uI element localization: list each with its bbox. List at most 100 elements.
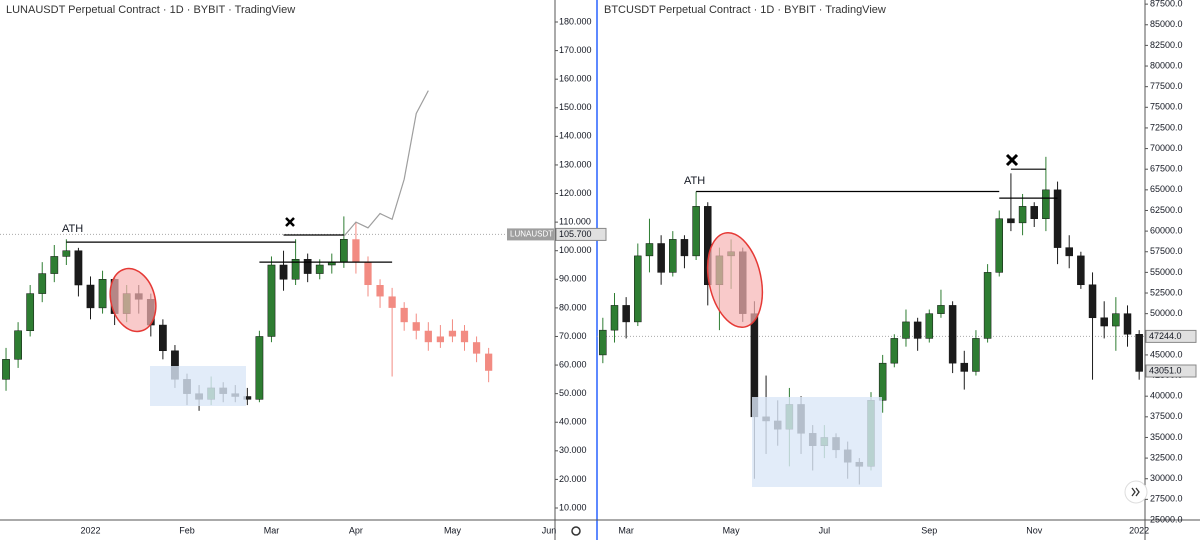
y-tick-label: 75000.0 <box>1150 102 1183 112</box>
candle-body <box>948 305 957 364</box>
y-tick-label: 20.000 <box>559 474 587 484</box>
annotation: ATH <box>684 175 705 187</box>
y-tick-label: 70000.0 <box>1150 143 1183 153</box>
candle-body <box>599 329 607 356</box>
candle-body <box>1030 206 1038 219</box>
y-tick-label: 65000.0 <box>1150 184 1183 194</box>
y-tick-label: 180.000 <box>559 16 592 26</box>
range-box <box>752 397 882 487</box>
symbol-label-box <box>507 228 554 241</box>
x-tick-label: Sep <box>921 525 937 535</box>
y-tick-label: 120.000 <box>559 188 592 198</box>
candle-body <box>460 330 469 343</box>
candle-body <box>412 322 420 331</box>
candle-body <box>634 255 642 323</box>
candle-body <box>680 239 689 257</box>
annotation: ATH <box>62 223 83 235</box>
candle-body <box>376 285 384 297</box>
candle-body <box>339 239 348 263</box>
chart-title: LUNAUSDT Perpetual Contract · 1D · BYBIT… <box>6 4 295 16</box>
candle-body <box>669 239 677 273</box>
candle-body <box>279 264 288 280</box>
candle-body <box>622 305 630 323</box>
scroll-button[interactable] <box>1124 480 1148 504</box>
y-tick-label: 140.000 <box>559 131 592 141</box>
candle-body <box>1112 313 1120 327</box>
candle-body <box>995 218 1004 273</box>
y-tick-label: 57500.0 <box>1150 246 1183 256</box>
candle-body <box>692 206 700 257</box>
candle-body <box>26 293 35 332</box>
candle-body <box>1007 218 1015 224</box>
projection-line <box>343 90 429 237</box>
x-tick-label: Mar <box>618 525 634 535</box>
x-tick-label: Jun <box>542 525 557 535</box>
y-tick-label: 52500.0 <box>1150 287 1183 297</box>
y-tick-label: 150.000 <box>559 102 592 112</box>
price-label-box <box>555 227 607 241</box>
candle-body <box>1077 255 1085 286</box>
candle-body <box>913 321 922 339</box>
candle-body <box>291 259 300 280</box>
settings-icon[interactable] <box>571 526 581 536</box>
y-tick-label: 35000.0 <box>1150 432 1183 442</box>
y-tick-label: 77500.0 <box>1150 81 1183 91</box>
candle-body <box>315 264 324 274</box>
price-label-box <box>1145 329 1197 343</box>
candle-body <box>610 305 619 331</box>
candle-body <box>14 330 22 360</box>
price-label: 43051.0 <box>1149 365 1182 375</box>
y-tick-label: 40.000 <box>559 417 587 427</box>
candle-body <box>448 330 457 337</box>
candle-body <box>890 338 899 364</box>
candle-body <box>1088 284 1097 319</box>
price-label: 105.700 <box>559 229 592 239</box>
y-tick-label: 60000.0 <box>1150 225 1183 235</box>
y-tick-label: 45000.0 <box>1150 349 1183 359</box>
settings-button[interactable] <box>571 526 581 536</box>
y-tick-label: 72500.0 <box>1150 122 1183 132</box>
x-tick-label: Mar <box>264 525 280 535</box>
candle-body <box>937 305 945 314</box>
candle-body <box>86 284 95 309</box>
x-tick-label: May <box>444 525 462 535</box>
y-tick-label: 50.000 <box>559 388 587 398</box>
y-tick-label: 32500.0 <box>1150 452 1183 462</box>
candle-body <box>472 342 481 354</box>
y-tick-label: 82500.0 <box>1150 40 1183 50</box>
candle-body <box>1100 317 1108 327</box>
candle-body <box>50 256 59 274</box>
scroll-icon[interactable] <box>1131 487 1140 497</box>
y-tick-label: 62500.0 <box>1150 205 1183 215</box>
candle-body <box>303 259 312 274</box>
y-tick-label: 67500.0 <box>1150 164 1183 174</box>
candle-body <box>1053 189 1062 248</box>
candle-body <box>400 307 408 323</box>
y-tick-label: 160.000 <box>559 74 592 84</box>
y-tick-label: 60.000 <box>559 359 587 369</box>
y-tick-label: 87500.0 <box>1150 0 1183 9</box>
candle-body <box>267 264 276 337</box>
candle-body <box>38 273 47 294</box>
y-tick-label: 30.000 <box>559 445 587 455</box>
candle-body <box>255 336 264 400</box>
candle-body <box>878 362 887 401</box>
highlight-ellipse <box>706 231 764 329</box>
y-tick-label: 80.000 <box>559 302 587 312</box>
price-label-box <box>1145 364 1197 378</box>
candle-body <box>74 250 83 286</box>
cross-marker <box>1005 153 1019 167</box>
candle-body <box>98 279 107 309</box>
y-tick-label: 90.000 <box>559 274 587 284</box>
candle-body <box>1065 247 1073 257</box>
y-tick-label: 55000.0 <box>1150 267 1183 277</box>
y-tick-label: 50000.0 <box>1150 308 1183 318</box>
y-tick-label: 30000.0 <box>1150 473 1183 483</box>
y-tick-label: 80000.0 <box>1150 60 1183 70</box>
x-tick-label: 2022 <box>80 525 100 535</box>
candle-body <box>424 330 432 343</box>
scroll-circle[interactable] <box>1124 480 1148 504</box>
candle-body <box>352 239 360 263</box>
y-tick-label: 25000.0 <box>1150 514 1183 524</box>
